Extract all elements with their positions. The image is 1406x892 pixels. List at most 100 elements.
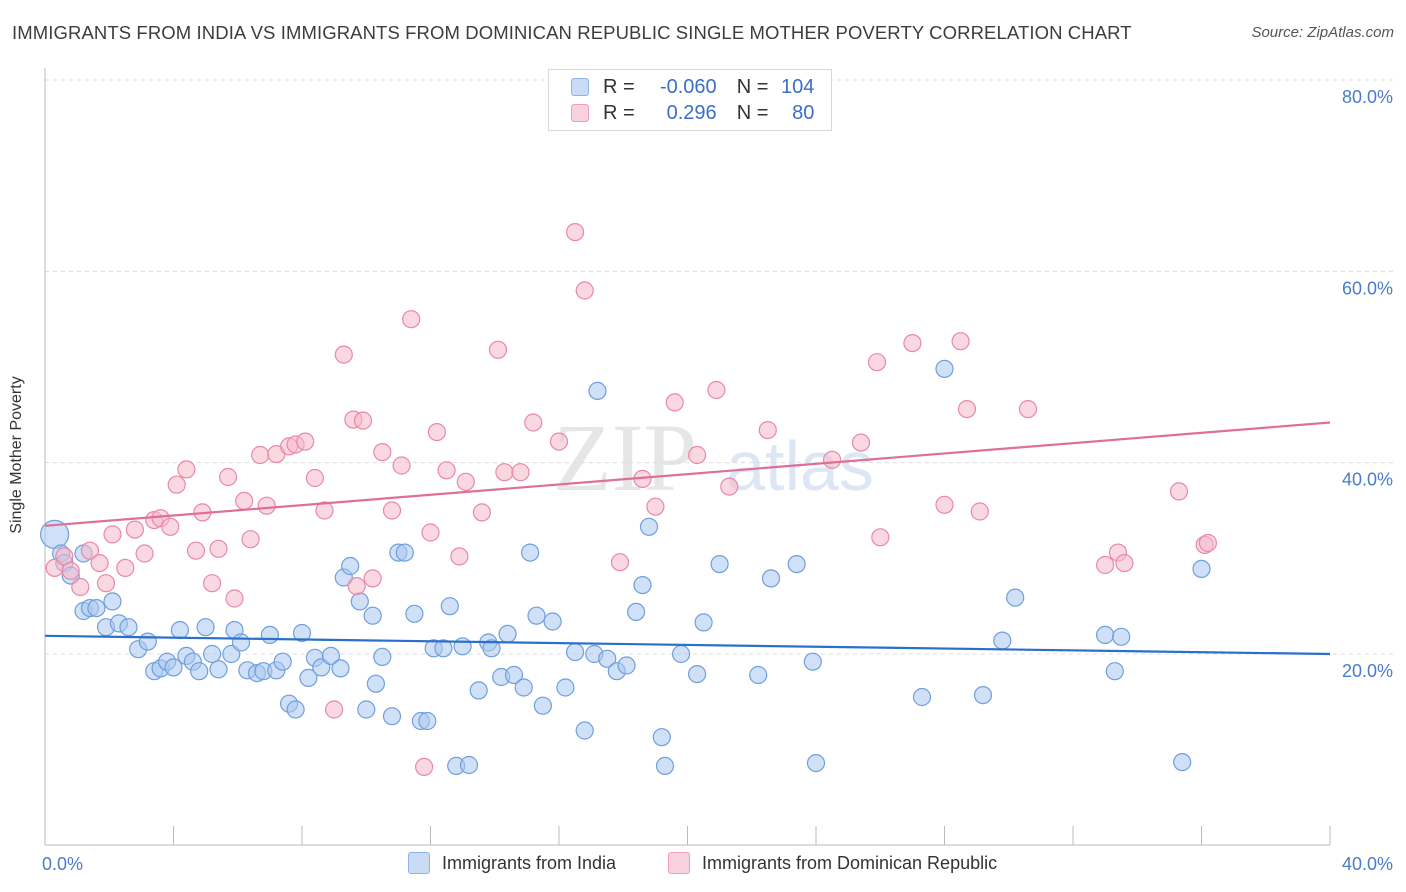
data-point xyxy=(363,569,382,588)
data-point xyxy=(305,468,324,488)
data-point xyxy=(543,612,562,631)
data-point xyxy=(235,491,254,510)
data-point xyxy=(405,604,424,623)
data-point xyxy=(456,472,475,491)
data-point xyxy=(71,577,90,597)
data-point xyxy=(469,681,488,700)
data-point xyxy=(251,445,270,465)
x-tick-label: 0.0% xyxy=(42,854,83,874)
data-point xyxy=(225,589,244,608)
data-point xyxy=(822,450,842,469)
data-point xyxy=(209,660,228,679)
data-point xyxy=(527,606,546,625)
legend-r-value-india: -0.060 xyxy=(659,75,717,98)
legend-n-value-india: 104 xyxy=(781,75,815,98)
y-tick-label: 20.0% xyxy=(1342,661,1393,681)
data-point xyxy=(806,753,826,773)
trend-line-dominican xyxy=(44,421,1331,527)
data-point xyxy=(1006,588,1025,607)
data-point xyxy=(395,543,414,562)
series-legend-label-dominican: Immigrants from Dominican Republic xyxy=(702,852,998,873)
data-point xyxy=(549,432,569,451)
series-legend: Immigrants from India Immigrants from Do… xyxy=(0,852,1406,878)
data-point xyxy=(350,592,369,611)
data-point xyxy=(363,606,382,625)
x-tick-label: 40.0% xyxy=(1342,854,1393,874)
data-point xyxy=(598,649,617,668)
data-point xyxy=(993,631,1012,650)
data-point xyxy=(787,554,806,574)
data-point xyxy=(366,674,385,693)
data-point xyxy=(321,646,340,666)
series-legend-item-india: Immigrants from India xyxy=(408,852,616,874)
data-point xyxy=(347,576,366,596)
data-point xyxy=(125,520,144,539)
data-point xyxy=(382,707,402,726)
legend-r-label: R = xyxy=(603,101,635,124)
data-point xyxy=(646,497,665,516)
data-point xyxy=(434,639,453,658)
data-point xyxy=(241,530,260,549)
data-point xyxy=(633,575,652,595)
data-point xyxy=(495,463,514,482)
data-point xyxy=(96,574,116,593)
series-legend-swatch-dominican xyxy=(668,852,690,874)
series-legend-item-dominican: Immigrants from Dominican Republic xyxy=(668,852,997,874)
data-point xyxy=(203,644,222,664)
trend-lines xyxy=(44,421,1331,656)
watermark: ZIP atlas xyxy=(553,404,874,511)
data-point xyxy=(138,632,157,651)
data-point xyxy=(912,687,932,707)
data-point xyxy=(334,345,353,364)
source-label: Source: ZipAtlas.com xyxy=(1251,24,1394,41)
data-point xyxy=(437,461,456,480)
data-point xyxy=(588,381,607,400)
data-point xyxy=(440,597,459,616)
y-tick-label: 40.0% xyxy=(1342,470,1393,490)
data-point xyxy=(1095,625,1115,645)
data-point xyxy=(421,523,440,542)
legend-n-label: N = xyxy=(736,101,769,124)
data-point xyxy=(135,544,154,563)
data-point xyxy=(170,620,189,640)
data-point xyxy=(504,665,524,685)
data-point xyxy=(231,633,251,652)
data-point xyxy=(1112,627,1131,646)
data-point xyxy=(273,652,292,671)
data-point xyxy=(935,495,954,514)
tick-labels: 20.0% 40.0% 60.0% 80.0% 0.0% 40.0% xyxy=(42,87,1393,874)
data-point xyxy=(514,678,533,697)
data-point xyxy=(951,332,970,351)
data-point xyxy=(260,625,279,645)
data-point xyxy=(459,755,479,775)
data-point xyxy=(87,598,106,618)
data-point xyxy=(575,721,594,740)
data-point xyxy=(565,223,585,242)
data-point xyxy=(957,400,977,419)
data-point xyxy=(402,310,421,329)
data-point xyxy=(524,413,543,432)
y-tick-label: 60.0% xyxy=(1342,278,1393,298)
data-point xyxy=(80,541,100,560)
data-point xyxy=(203,574,222,593)
data-point xyxy=(871,528,890,547)
data-point xyxy=(973,685,993,705)
legend-row-india: R = -0.060 N = 104 xyxy=(571,75,814,99)
legend-swatch-india xyxy=(571,78,589,96)
data-point xyxy=(167,475,186,494)
data-point xyxy=(415,757,434,777)
data-point xyxy=(687,445,707,465)
data-point xyxy=(617,656,636,675)
data-point xyxy=(652,728,671,747)
data-point xyxy=(482,639,501,658)
data-point xyxy=(867,353,887,372)
data-point xyxy=(161,517,180,536)
data-point xyxy=(720,477,739,496)
y-tick-label: 80.0% xyxy=(1342,87,1393,107)
data-point xyxy=(1169,482,1189,501)
data-point xyxy=(488,340,508,359)
data-point xyxy=(472,503,491,522)
data-point xyxy=(1115,553,1134,573)
data-point xyxy=(296,432,315,451)
data-point xyxy=(219,467,238,487)
